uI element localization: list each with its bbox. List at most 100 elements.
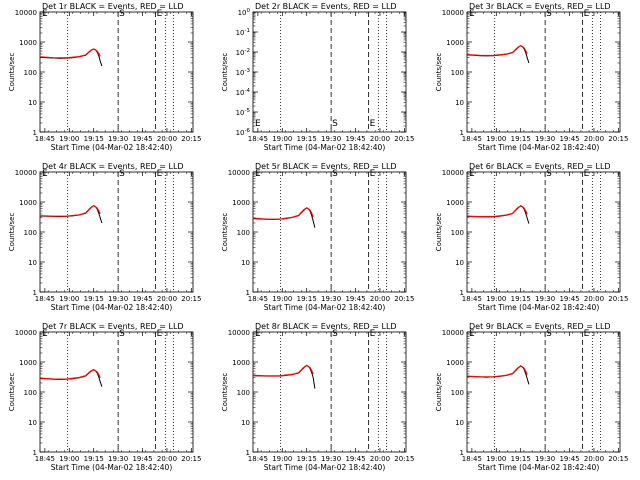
y-axis-title: Counts/sec [435, 373, 443, 412]
plot-frame [252, 171, 407, 293]
y-tick-label: 1000 [232, 359, 250, 367]
y-tick-label: 1 [460, 289, 464, 297]
marker-E-start: E [469, 169, 475, 179]
y-tick-label: 10 [455, 99, 464, 107]
y-tick-label: 1 [33, 289, 37, 297]
y-tick-label: 10000 [228, 329, 250, 337]
y-tick-exp: -4 [245, 88, 251, 94]
y-tick-label: 10 [28, 419, 37, 427]
y-tick-label: 10 [241, 259, 250, 267]
panel-title: Det 1r BLACK = Events, RED = LLD [42, 2, 184, 11]
x-tick-label: 19:00 [486, 135, 506, 143]
x-tick-label: 19:00 [59, 295, 79, 303]
panel-det-4: Det 4r BLACK = Events, RED = LLD 1 10 100 10… [8, 162, 201, 312]
x-tick-label: 19:15 [84, 295, 104, 303]
y-tick-exp: -6 [245, 128, 251, 134]
x-tick-label: 18:45 [248, 135, 268, 143]
y-tick-label: 100 [237, 389, 250, 397]
x-tick-label: 19:30 [535, 295, 555, 303]
y-tick-label: 10000 [15, 169, 37, 177]
x-tick-label: 19:00 [272, 455, 292, 463]
x-tick-label: 20:00 [157, 295, 177, 303]
y-tick-label: 100 [24, 69, 37, 77]
series-lld [466, 44, 528, 57]
y-tick-label: 1000 [232, 199, 250, 207]
x-axis-title: Start Time (04-Mar-02 18:42:40) [51, 463, 173, 472]
x-tick-label: 20:00 [157, 455, 177, 463]
x-axis-title: Start Time (04-Mar-02 18:42:40) [264, 143, 386, 152]
y-tick-label: 1000 [19, 39, 37, 47]
marker-E-start: E [469, 9, 475, 19]
x-tick-label: 20:15 [181, 135, 201, 143]
y-tick-label: 10000 [442, 9, 464, 17]
panel-det-7: Det 7r BLACK = Events, RED = LLD 1 10 100 10… [8, 322, 201, 472]
panel-det-3: Det 3r BLACK = Events, RED = LLD 1 10 100 10… [435, 2, 628, 152]
x-tick-label: 20:00 [370, 455, 390, 463]
panel-det-6: Det 6r BLACK = Events, RED = LLD 1 10 100 10… [435, 162, 628, 312]
y-tick-label: 1 [33, 129, 37, 137]
series-events [466, 365, 530, 385]
y-tick-label: 10-3 [236, 68, 251, 77]
y-tick-label: 100 [451, 69, 464, 77]
marker-E-start: E [469, 329, 475, 339]
y-tick-label: 100 [451, 389, 464, 397]
x-tick-label: 20:00 [584, 455, 604, 463]
y-tick-label: 10 [28, 99, 37, 107]
x-tick-label: 18:45 [35, 455, 55, 463]
marker-E-start: E [255, 119, 261, 129]
series-lld [466, 365, 528, 378]
y-tick-base: 10 [236, 129, 245, 137]
x-tick-label: 19:15 [297, 135, 317, 143]
marker-E-start: E [42, 9, 48, 19]
y-tick-exp: -5 [245, 108, 251, 114]
x-tick-label: 19:15 [84, 455, 104, 463]
y-tick-base: 10 [236, 109, 245, 117]
x-axis-title: Start Time (04-Mar-02 18:42:40) [51, 143, 173, 152]
marker-E: E [584, 9, 590, 19]
y-tick-base: 10 [236, 89, 245, 97]
x-tick-label: 18:45 [462, 135, 482, 143]
marker-E-start: E [42, 169, 48, 179]
panel-det-9: Det 9r BLACK = Events, RED = LLD 1 10 100 10… [435, 322, 628, 472]
marker-E-start: E [42, 329, 48, 339]
x-tick-label: 19:45 [559, 455, 579, 463]
plot-frame [39, 331, 194, 453]
panel-det-5: Det 5r BLACK = Events, RED = LLD 1 10 100 10… [221, 162, 414, 312]
series-events [466, 205, 530, 224]
y-tick-label: 10000 [442, 169, 464, 177]
series-lld [252, 364, 314, 377]
y-tick-label: 10-5 [236, 108, 251, 117]
y-tick-label: 10000 [15, 9, 37, 17]
plot-frame [252, 331, 407, 453]
plot-frame [252, 11, 407, 133]
marker-S: S [546, 9, 552, 19]
y-axis-title: Counts/sec [8, 213, 16, 252]
x-tick-label: 19:00 [272, 295, 292, 303]
marker-S: S [546, 329, 552, 339]
y-tick-label: 100 [237, 229, 250, 237]
y-axis-title: Counts/sec [221, 373, 229, 412]
panel-title: Det 3r BLACK = Events, RED = LLD [469, 2, 611, 11]
x-tick-label: 18:45 [35, 295, 55, 303]
x-axis-title: Start Time (04-Mar-02 18:42:40) [478, 463, 600, 472]
marker-E: E [157, 329, 163, 339]
y-tick-label: 10000 [442, 329, 464, 337]
plot-frame [39, 11, 194, 133]
marker-S: S [332, 119, 338, 129]
panel-title: Det 7r BLACK = Events, RED = LLD [42, 322, 184, 331]
x-tick-label: 19:00 [59, 455, 79, 463]
x-tick-label: 19:15 [511, 135, 531, 143]
marker-S: S [119, 9, 125, 19]
x-tick-label: 18:45 [248, 455, 268, 463]
x-tick-label: 19:30 [108, 135, 128, 143]
panel-title: Det 5r BLACK = Events, RED = LLD [255, 162, 397, 171]
y-axis-title: Counts/sec [435, 53, 443, 92]
x-tick-label: 20:15 [608, 455, 628, 463]
panel-title: Det 2r BLACK = Events, RED = LLD [255, 2, 397, 11]
x-tick-label: 19:30 [321, 295, 341, 303]
series-lld [252, 207, 314, 220]
y-tick-base: 10 [236, 29, 245, 37]
y-tick-base: 10 [236, 49, 245, 57]
x-tick-label: 19:00 [272, 135, 292, 143]
